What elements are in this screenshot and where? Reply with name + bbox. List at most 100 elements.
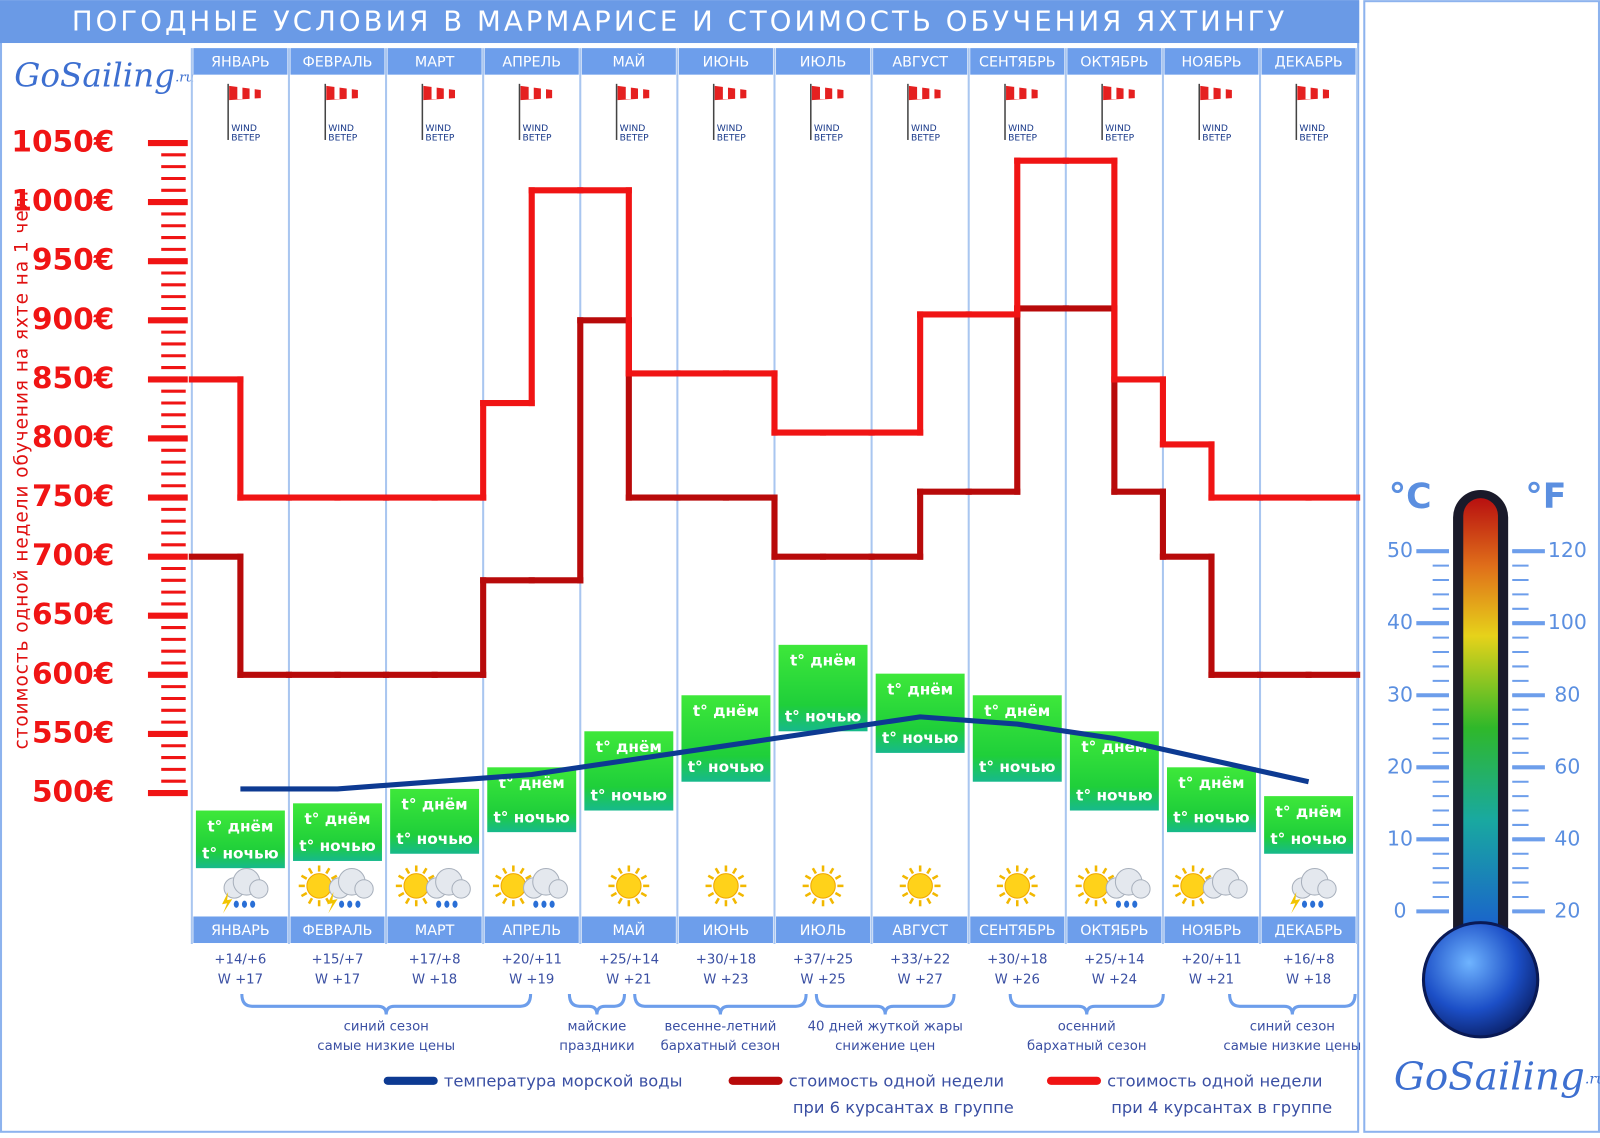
- month-header: [387, 48, 482, 75]
- sun-ray: [640, 891, 648, 898]
- month-label: ИЮНЬ: [703, 54, 750, 70]
- sun-ray: [617, 897, 623, 905]
- month-label: АВГУСТ: [892, 923, 948, 939]
- air-temp-box: [584, 731, 674, 811]
- lightning: [1290, 892, 1301, 914]
- y-tick-label: 550€: [32, 715, 114, 749]
- wind-label: WIND: [425, 123, 451, 134]
- air-temp-box: [778, 644, 868, 732]
- cloud: [1317, 879, 1337, 899]
- logo-text: GoSailing: [1394, 1055, 1585, 1100]
- weather-icon: [492, 865, 568, 908]
- night-label: t° ночью: [882, 729, 959, 747]
- air-temp-box: [972, 695, 1062, 782]
- sun-ray: [519, 897, 525, 905]
- wind-label: ВЕТЕР: [620, 132, 649, 143]
- y-tick-label: 1000€: [11, 184, 114, 218]
- windsock-stripe: [528, 86, 534, 100]
- sun-ray: [737, 874, 745, 880]
- sun-ray: [1204, 874, 1212, 880]
- wind-label: ВЕТЕР: [814, 132, 843, 143]
- fahrenheit-tick-label: 20: [1554, 898, 1580, 922]
- month-label: МАРТ: [415, 923, 455, 939]
- rain-drop: [1318, 900, 1324, 908]
- sun-ray: [1005, 897, 1012, 905]
- celsius-tick-label: 30: [1387, 682, 1413, 706]
- sun-ray: [1199, 897, 1205, 905]
- air-temp-label: +16/+8: [1283, 952, 1335, 967]
- sun-ray: [811, 867, 818, 875]
- wind-label: ВЕТЕР: [328, 132, 357, 143]
- month-label: ДЕКАБРЬ: [1274, 54, 1342, 70]
- windsock-stripe: [1123, 86, 1129, 100]
- sun-ray: [502, 897, 508, 905]
- sun-ray: [404, 897, 411, 905]
- water-temp-label: W +17: [218, 973, 263, 988]
- windsock-stripe: [722, 86, 728, 100]
- fahrenheit-tick-label: 60: [1554, 754, 1580, 778]
- y-tick-label: 850€: [32, 361, 114, 395]
- sun-ray: [617, 867, 623, 875]
- y-tick-label: 950€: [32, 243, 114, 277]
- water-temp-label: W +26: [995, 973, 1040, 988]
- wind-label: WIND: [523, 123, 549, 134]
- sun-ray: [926, 897, 932, 905]
- air-temp-label: +37/+25: [793, 952, 853, 967]
- day-label: t° днём: [984, 702, 1050, 720]
- month-label: МАРТ: [415, 54, 455, 70]
- windsock-stripe: [917, 86, 923, 100]
- month-label: СЕНТЯБРЬ: [979, 923, 1056, 939]
- air-temp-label: +33/+22: [890, 952, 950, 967]
- season-label: майские: [568, 1020, 627, 1035]
- wind-label: ВЕТЕР: [425, 132, 454, 143]
- sun-ray: [834, 891, 842, 898]
- night-label: t° ночью: [785, 708, 862, 726]
- sun-ray: [829, 897, 835, 905]
- month-header: [678, 916, 773, 944]
- night-label: t° ночью: [979, 758, 1056, 776]
- month-header: [1067, 916, 1162, 944]
- air-temp-label: +30/+18: [987, 952, 1047, 967]
- lightning: [222, 892, 233, 914]
- y-tick-label: 700€: [32, 538, 114, 572]
- sun-ray: [1084, 867, 1090, 875]
- water-temp-label: W +21: [1189, 973, 1234, 988]
- wind-label: ВЕТЕР: [1008, 132, 1037, 143]
- windsock-stripe: [1317, 86, 1323, 100]
- sun-ray: [525, 874, 532, 880]
- celsius-tick-label: 50: [1387, 538, 1413, 562]
- sun-ray: [634, 897, 641, 905]
- wind-label: WIND: [328, 123, 354, 134]
- windsock-stripe: [334, 86, 340, 100]
- weather-icon: [1172, 865, 1248, 907]
- season-label: 40 дней жуткой жары: [808, 1020, 963, 1035]
- air-temp-box: [1167, 767, 1256, 833]
- air-temp-box: [293, 803, 382, 861]
- sun: [616, 873, 642, 899]
- sun-ray: [737, 891, 745, 898]
- sun-ray: [307, 867, 314, 875]
- rain-drop: [436, 900, 442, 908]
- windsock-stripe: [237, 86, 243, 100]
- season-label: бархатный сезон: [661, 1038, 781, 1054]
- month-label: АПРЕЛЬ: [502, 923, 561, 939]
- windsock-stripe: [1014, 86, 1020, 100]
- wind-label: WIND: [1202, 123, 1228, 134]
- air-temp-box: [390, 788, 480, 854]
- month-label: МАЙ: [612, 921, 645, 939]
- night-label: t° ночью: [202, 844, 279, 862]
- sun-ray: [502, 867, 508, 875]
- season-label: самые низкие цены: [1223, 1039, 1361, 1054]
- water-temp-label: W +19: [509, 973, 554, 988]
- month-header: [873, 48, 968, 75]
- legend-label: при 6 курсантах в группе: [793, 1098, 1014, 1117]
- day-label: t° днём: [790, 652, 856, 670]
- windsock-stripe: [346, 86, 352, 100]
- month-header: [387, 916, 482, 944]
- fahrenheit-tick-label: 120: [1548, 538, 1587, 562]
- wind-label: ВЕТЕР: [1105, 132, 1134, 143]
- sun: [500, 873, 527, 899]
- month-label: НОЯБРЬ: [1181, 923, 1241, 939]
